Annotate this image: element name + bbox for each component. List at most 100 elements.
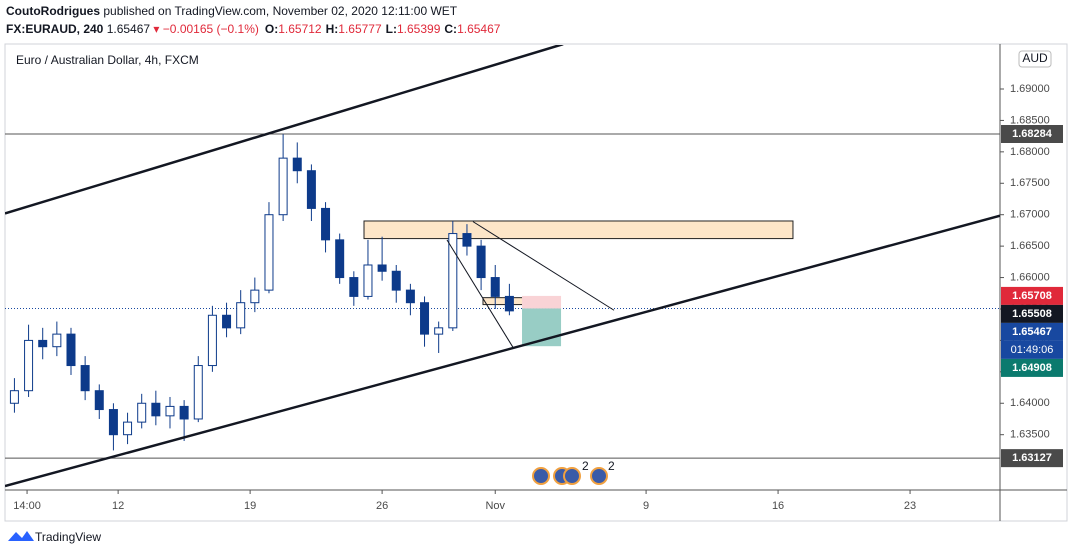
price-label-box (1001, 125, 1063, 143)
header-line: CoutoRodrigues published on TradingView.… (6, 4, 458, 18)
y-tick-label: 1.69000 (1010, 83, 1050, 95)
x-tick-label: 16 (772, 500, 784, 512)
x-tick-label: 9 (643, 500, 649, 512)
logo (8, 531, 34, 541)
candle-body (80, 365, 90, 392)
trend-line (472, 221, 615, 311)
candle-body (123, 421, 133, 436)
candle-body (377, 264, 387, 272)
countdown: 01:49:06 (1011, 344, 1054, 356)
event-badge: 2 (608, 459, 615, 473)
y-tick-label: 1.64000 (1010, 397, 1050, 409)
candle-body (321, 207, 331, 241)
y-tick-label: 1.66500 (1010, 240, 1050, 252)
price-label: 1.65708 (1012, 290, 1052, 302)
price-label: 1.68284 (1012, 128, 1053, 140)
ohlc-label: O: (265, 22, 278, 36)
candle-body (66, 333, 76, 367)
candle-body (236, 302, 246, 329)
event-badge: 2 (582, 459, 589, 473)
candle-body (108, 409, 118, 436)
chart-title: Euro / Australian Dollar, 4h, FXCM (16, 53, 199, 67)
zone (363, 220, 794, 240)
candle-body (292, 157, 302, 172)
price-label: 1.65508 (1012, 308, 1052, 320)
last: 1.65467 (107, 22, 151, 36)
symbol-line: FX:EURAUD, 240 1.65467 ▾ −0.00165 (−0.1%… (6, 22, 501, 36)
zone (522, 295, 562, 309)
candle-body (94, 390, 104, 411)
candle-body (434, 327, 444, 335)
ohlc-value: 1.65777 (338, 22, 382, 36)
published: published on TradingView.com, November 0… (103, 4, 457, 18)
trend-line (5, 45, 564, 215)
candle-body (363, 264, 373, 297)
y-tick-label: 1.63500 (1010, 429, 1050, 441)
change: −0.00165 (−0.1%) (163, 22, 259, 36)
trend-line (5, 214, 1000, 488)
ohlc-label: H: (326, 22, 339, 36)
event-icons: 2 2 (532, 459, 615, 485)
candle-body (9, 390, 19, 404)
candle-body (264, 214, 274, 291)
y-tick-label: 1.67000 (1010, 209, 1050, 221)
y-tick-label: 1.67500 (1010, 177, 1050, 189)
candle-body (504, 295, 514, 312)
candle-body (207, 314, 217, 367)
candle-body (335, 239, 345, 279)
event-icon (590, 467, 608, 485)
price-label-box (1001, 449, 1063, 468)
candle-body (448, 233, 458, 329)
candle-body (137, 402, 147, 423)
price-label: 1.65467 (1012, 326, 1052, 338)
candle-body (391, 270, 401, 291)
x-tick-label: 23 (904, 500, 916, 512)
candle-body (52, 333, 62, 348)
price-label-box (1001, 358, 1063, 377)
y-tick-label: 1.68000 (1010, 146, 1050, 158)
candle-body (193, 365, 203, 420)
y-tick-label: 1.68500 (1010, 114, 1050, 126)
price-label: 1.64908 (1012, 362, 1052, 374)
ohlc-value: 1.65399 (397, 22, 441, 36)
candle-body (278, 157, 288, 216)
price-label-box (1001, 304, 1063, 323)
candle-body (151, 402, 161, 417)
trend-line (446, 239, 514, 348)
x-tick-label: 19 (244, 500, 256, 512)
author: CoutoRodrigues (6, 4, 100, 18)
y-tick-label: 1.66000 (1010, 271, 1050, 283)
candle-body (405, 289, 415, 304)
event-icon (532, 467, 550, 485)
price-label: 1.63127 (1012, 452, 1052, 464)
x-tick-label: 12 (112, 500, 124, 512)
candle-body (420, 302, 430, 335)
candle-body (38, 339, 48, 348)
currency-box (1018, 50, 1052, 68)
brand: TradingView (35, 530, 101, 544)
arrow: ▾ (150, 22, 163, 36)
price-label-box (1001, 286, 1063, 305)
candle-body (222, 314, 232, 329)
ohlc-value: 1.65712 (278, 22, 322, 36)
symbol: FX:EURAUD, 240 (6, 22, 104, 36)
plot (5, 45, 1000, 488)
chart-frame (4, 43, 1068, 522)
currency: AUD (1022, 51, 1048, 65)
candle-body (476, 245, 486, 279)
axes: 1.635001.640001.645001.650001.655001.660… (13, 83, 1063, 512)
candle-body (306, 170, 316, 209)
x-tick-label: 14:00 (13, 500, 41, 512)
ohlc-label: C: (444, 22, 457, 36)
x-tick-label: 26 (376, 500, 388, 512)
candle-body (250, 289, 260, 304)
candle-body (165, 405, 175, 417)
candle-body (24, 339, 34, 392)
candle-body (349, 277, 359, 297)
candle-body (490, 277, 500, 297)
countdown-box (1001, 340, 1063, 359)
ohlc-label: L: (386, 22, 397, 36)
candle-body (462, 233, 472, 247)
candle-body (179, 405, 189, 420)
